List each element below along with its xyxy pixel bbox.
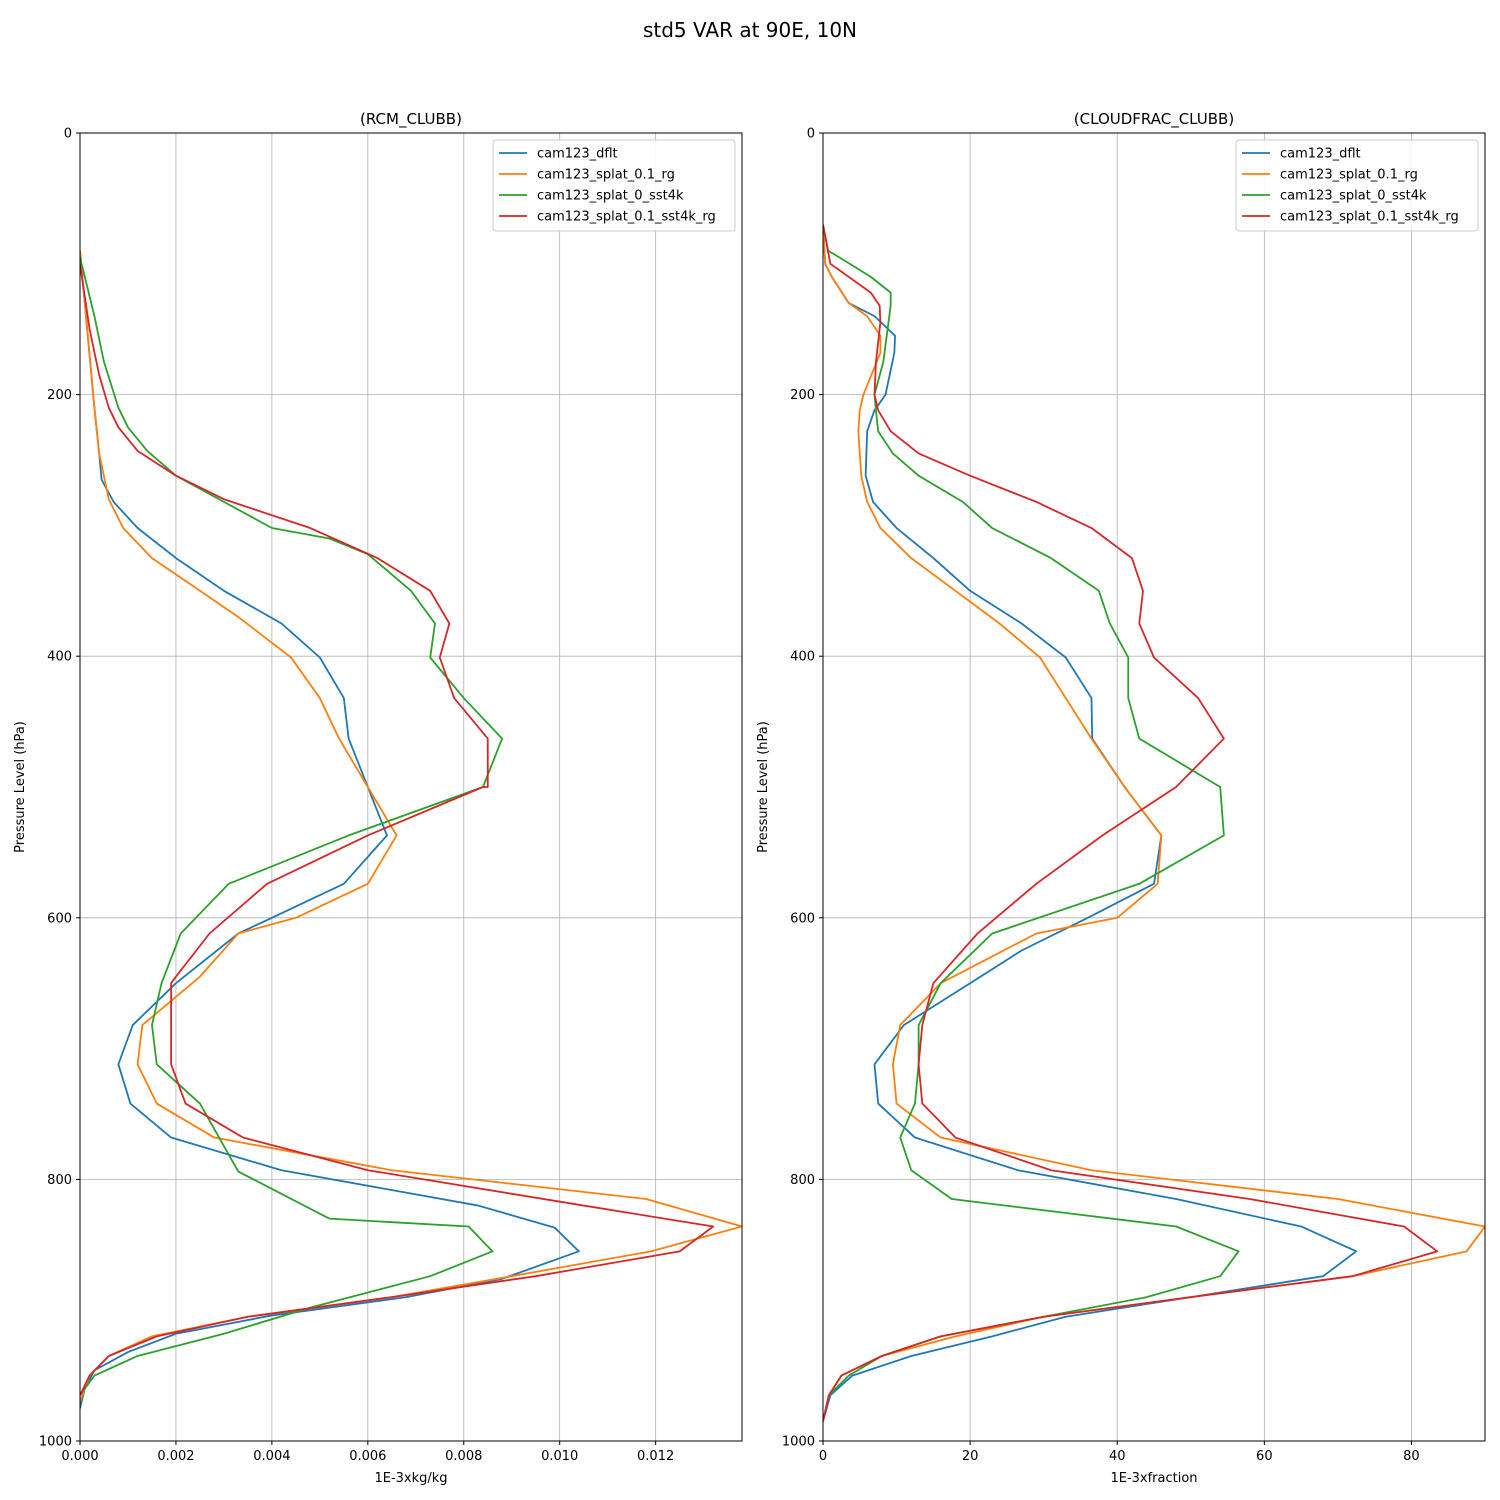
x-tick-label: 0: [819, 1449, 827, 1464]
x-tick-label: 0.012: [637, 1449, 674, 1464]
legend-label: cam123_dflt: [1280, 147, 1361, 162]
x-tick-label: 40: [1109, 1449, 1126, 1464]
y-tick-label: 0: [64, 127, 72, 142]
y-tick-label: 600: [47, 911, 72, 926]
chart-panel-1: 0.000 0.002 0.004 0.006 0.008 0.010 0.012 0 200 4…: [13, 110, 743, 1486]
y-tick-label: 600: [790, 911, 815, 926]
y-tick-label: 200: [47, 388, 72, 403]
y-axis-label: Pressure Level (hPa): [756, 721, 771, 853]
y-tick-label: 1000: [782, 1435, 815, 1450]
series-group: [80, 250, 742, 1409]
chart-panel-2: 0 20 40 60 8002004006008001000(CLOUDFRAC_CLU…: [756, 110, 1486, 1486]
y-tick-label: 400: [47, 650, 72, 665]
legend-label: cam123_dflt: [537, 147, 618, 162]
x-tick-label: 0.002: [157, 1449, 194, 1464]
x-tick-label: 60: [1256, 1449, 1273, 1464]
panels: 0.000 0.002 0.004 0.006 0.008 0.010 0.01202004…: [13, 110, 1486, 1486]
x-axis-label: 1E-3xkg/kg: [374, 1471, 447, 1486]
y-tick-label: 0: [807, 127, 815, 142]
series-line-cam123_splat_0.1_sst4k_rg: [823, 224, 1439, 1422]
series-line-cam123_splat_0_sst4k: [80, 257, 504, 1396]
legend-box: [492, 139, 736, 232]
y-tick-label: 200: [790, 388, 815, 403]
legend-box: [1235, 139, 1479, 232]
y-tick-label: 800: [47, 1173, 72, 1188]
x-tick-label: 0.004: [253, 1449, 290, 1464]
x-tick-label: 0.000: [61, 1449, 98, 1464]
legend-label: cam123_splat_0.1_rg: [1280, 168, 1418, 183]
figure-title: std5 VAR at 90E, 10N: [643, 18, 857, 42]
legend-label: cam123_splat_0.1_sst4k_rg: [1280, 210, 1459, 225]
legend-label: cam123_splat_0_sst4k: [537, 189, 684, 204]
legend-label: cam123_splat_0.1_sst4k_rg: [537, 210, 716, 225]
y-tick-label: 1000: [39, 1435, 72, 1450]
x-tick-label: 0.008: [445, 1449, 482, 1464]
y-axis-label: Pressure Level (hPa): [13, 721, 28, 853]
x-tick-label: 20: [962, 1449, 979, 1464]
panel-title: (CLOUDFRAC_CLUBB): [1074, 110, 1234, 129]
series-line-cam123_dflt: [80, 250, 580, 1409]
legend-label: cam123_splat_0.1_rg: [537, 168, 675, 183]
x-tick-label: 0.010: [541, 1449, 578, 1464]
plot-frame: [822, 132, 1486, 1442]
series-line-cam123_splat_0.1_sst4k_rg: [80, 263, 715, 1396]
y-tick-label: 400: [790, 650, 815, 665]
legend: cam123_dflt cam123_splat_0.1_rg cam123_spl…: [492, 139, 736, 232]
legend: cam123_dflt cam123_splat_0.1_rg cam123_spl…: [1235, 139, 1479, 232]
plot-frame: [79, 132, 743, 1442]
series-group: [823, 224, 1485, 1422]
x-tick-label: 0.006: [349, 1449, 386, 1464]
y-tick-label: 800: [790, 1173, 815, 1188]
legend-label: cam123_splat_0_sst4k: [1280, 189, 1427, 204]
series-line-cam123_splat_0.1_rg: [80, 250, 742, 1403]
panel-title: (RCM_CLUBB): [360, 110, 462, 129]
x-tick-label: 80: [1403, 1449, 1420, 1464]
series-line-cam123_splat_0_sst4k: [823, 224, 1240, 1422]
x-axis-label: 1E-3xfraction: [1110, 1471, 1197, 1486]
